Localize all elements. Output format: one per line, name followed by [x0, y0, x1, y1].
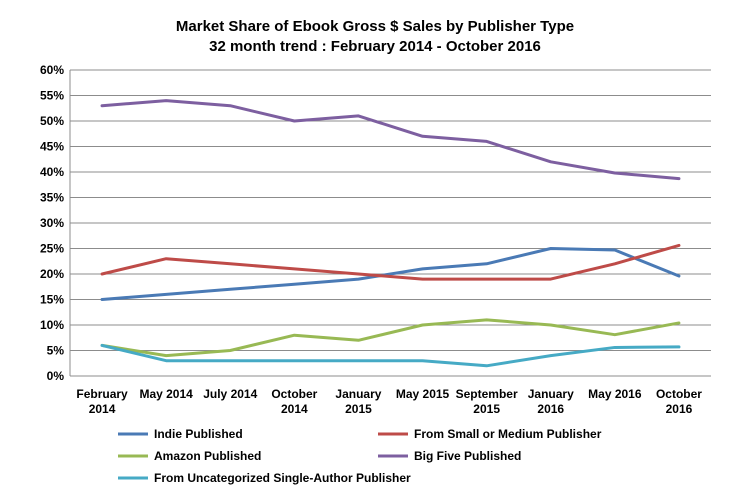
y-tick-label: 0% — [47, 369, 65, 383]
x-tick-label: October 2014 — [271, 387, 317, 416]
y-tick-label: 45% — [40, 140, 64, 154]
chart-title: Market Share of Ebook Gross $ Sales by P… — [175, 18, 575, 35]
x-tick-label: September 2015 — [456, 387, 518, 416]
x-tick-label: January 2016 — [528, 387, 574, 416]
series-line — [100, 247, 681, 301]
x-tick-label: January 2015 — [335, 387, 381, 416]
legend-label: From Small or Medium Publisher — [414, 427, 602, 441]
y-tick-label: 5% — [47, 344, 65, 358]
legend-label: Amazon Published — [154, 449, 261, 463]
y-tick-label: 20% — [40, 267, 64, 281]
y-tick-label: 10% — [40, 318, 64, 332]
y-tick-label: 15% — [40, 293, 64, 307]
y-tick-label: 30% — [40, 216, 64, 230]
y-tick-label: 60% — [40, 63, 64, 77]
series-line — [100, 243, 681, 281]
x-tick-label: October 2016 — [656, 387, 702, 416]
y-tick-label: 50% — [40, 114, 64, 128]
x-tick-label: May 2014 — [139, 387, 193, 401]
y-tick-label: 25% — [40, 242, 64, 256]
chart-subtitle: 32 month trend : February 2014 - October… — [209, 38, 541, 55]
series-line — [100, 99, 681, 181]
x-tick-label: February 2014 — [76, 387, 128, 416]
x-tick-label: May 2016 — [588, 387, 642, 401]
y-tick-label: 55% — [40, 89, 64, 103]
series-line — [100, 343, 681, 368]
series-line — [100, 318, 681, 358]
legend-label: Big Five Published — [414, 449, 521, 463]
y-tick-label: 40% — [40, 165, 64, 179]
legend-label: From Uncategorized Single-Author Publish… — [154, 471, 411, 485]
x-tick-label: July 2014 — [203, 387, 257, 401]
legend-label: Indie Published — [154, 427, 243, 441]
y-tick-label: 35% — [40, 191, 64, 205]
x-tick-label: May 2015 — [396, 387, 450, 401]
